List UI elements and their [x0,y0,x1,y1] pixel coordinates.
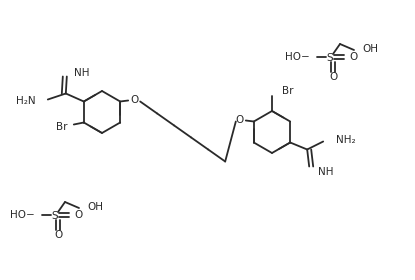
Text: S: S [327,53,333,63]
Text: HO−: HO− [285,52,310,62]
Text: Br: Br [282,86,293,96]
Text: O: O [329,72,337,82]
Text: O: O [130,95,138,104]
Text: OH: OH [362,44,378,54]
Text: NH: NH [74,67,89,78]
Text: O: O [74,210,82,220]
Text: HO−: HO− [10,210,35,220]
Text: O: O [54,230,62,240]
Text: NH₂: NH₂ [336,134,356,144]
Text: O: O [236,115,244,125]
Text: H₂N: H₂N [16,95,36,106]
Text: O: O [349,52,357,62]
Text: Br: Br [56,122,68,132]
Text: NH: NH [318,167,334,176]
Text: OH: OH [87,202,103,212]
Text: S: S [52,211,59,221]
